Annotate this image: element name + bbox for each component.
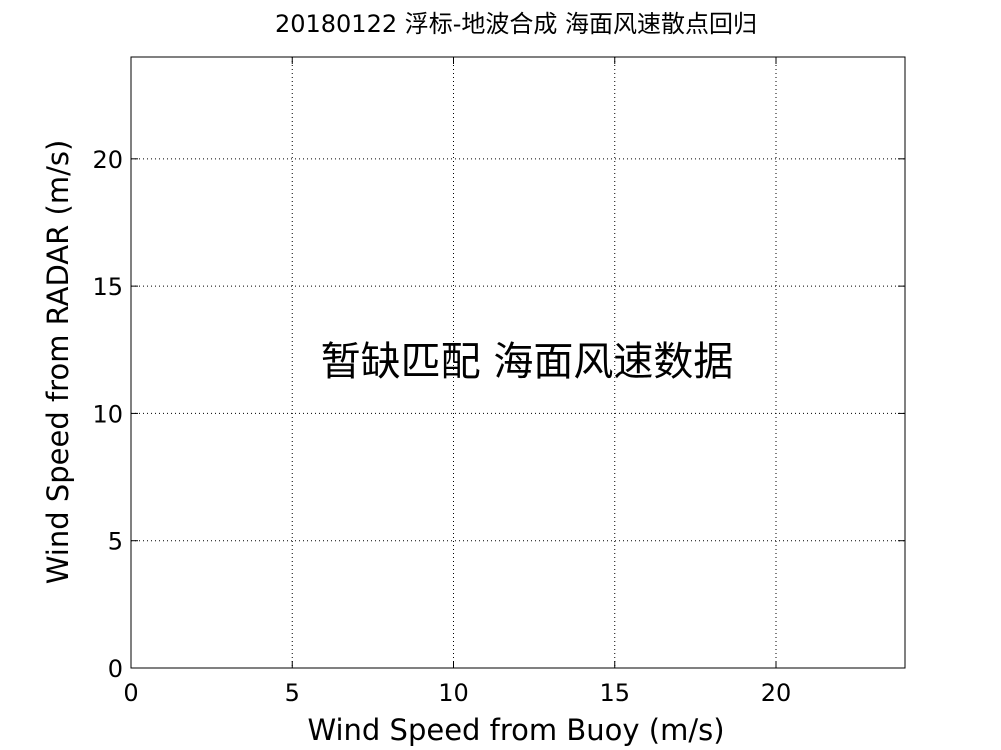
x-axis-label: Wind Speed from Buoy (m/s) [307, 713, 724, 747]
axis-ticks: 0 5 10 15 20 0 5 10 15 20 [92, 57, 905, 707]
y-tick-label: 5 [108, 528, 123, 556]
y-tick-label: 10 [92, 400, 123, 428]
y-tick-label: 15 [92, 273, 123, 301]
no-data-annotation: 暂缺匹配 海面风速数据 [321, 339, 734, 385]
x-tick-label: 10 [438, 679, 469, 707]
grid-lines [131, 57, 905, 668]
chart-title: 20180122 浮标-地波合成 海面风速散点回归 [275, 10, 757, 38]
plot-area-frame [130, 56, 906, 669]
y-tick-label: 0 [108, 655, 123, 683]
x-tick-label: 5 [285, 679, 300, 707]
x-tick-label: 0 [123, 679, 138, 707]
y-tick-label: 20 [92, 146, 123, 174]
y-axis-label: Wind Speed from RADAR (m/s) [41, 140, 75, 585]
x-tick-label: 20 [761, 679, 792, 707]
x-tick-label: 15 [599, 679, 630, 707]
